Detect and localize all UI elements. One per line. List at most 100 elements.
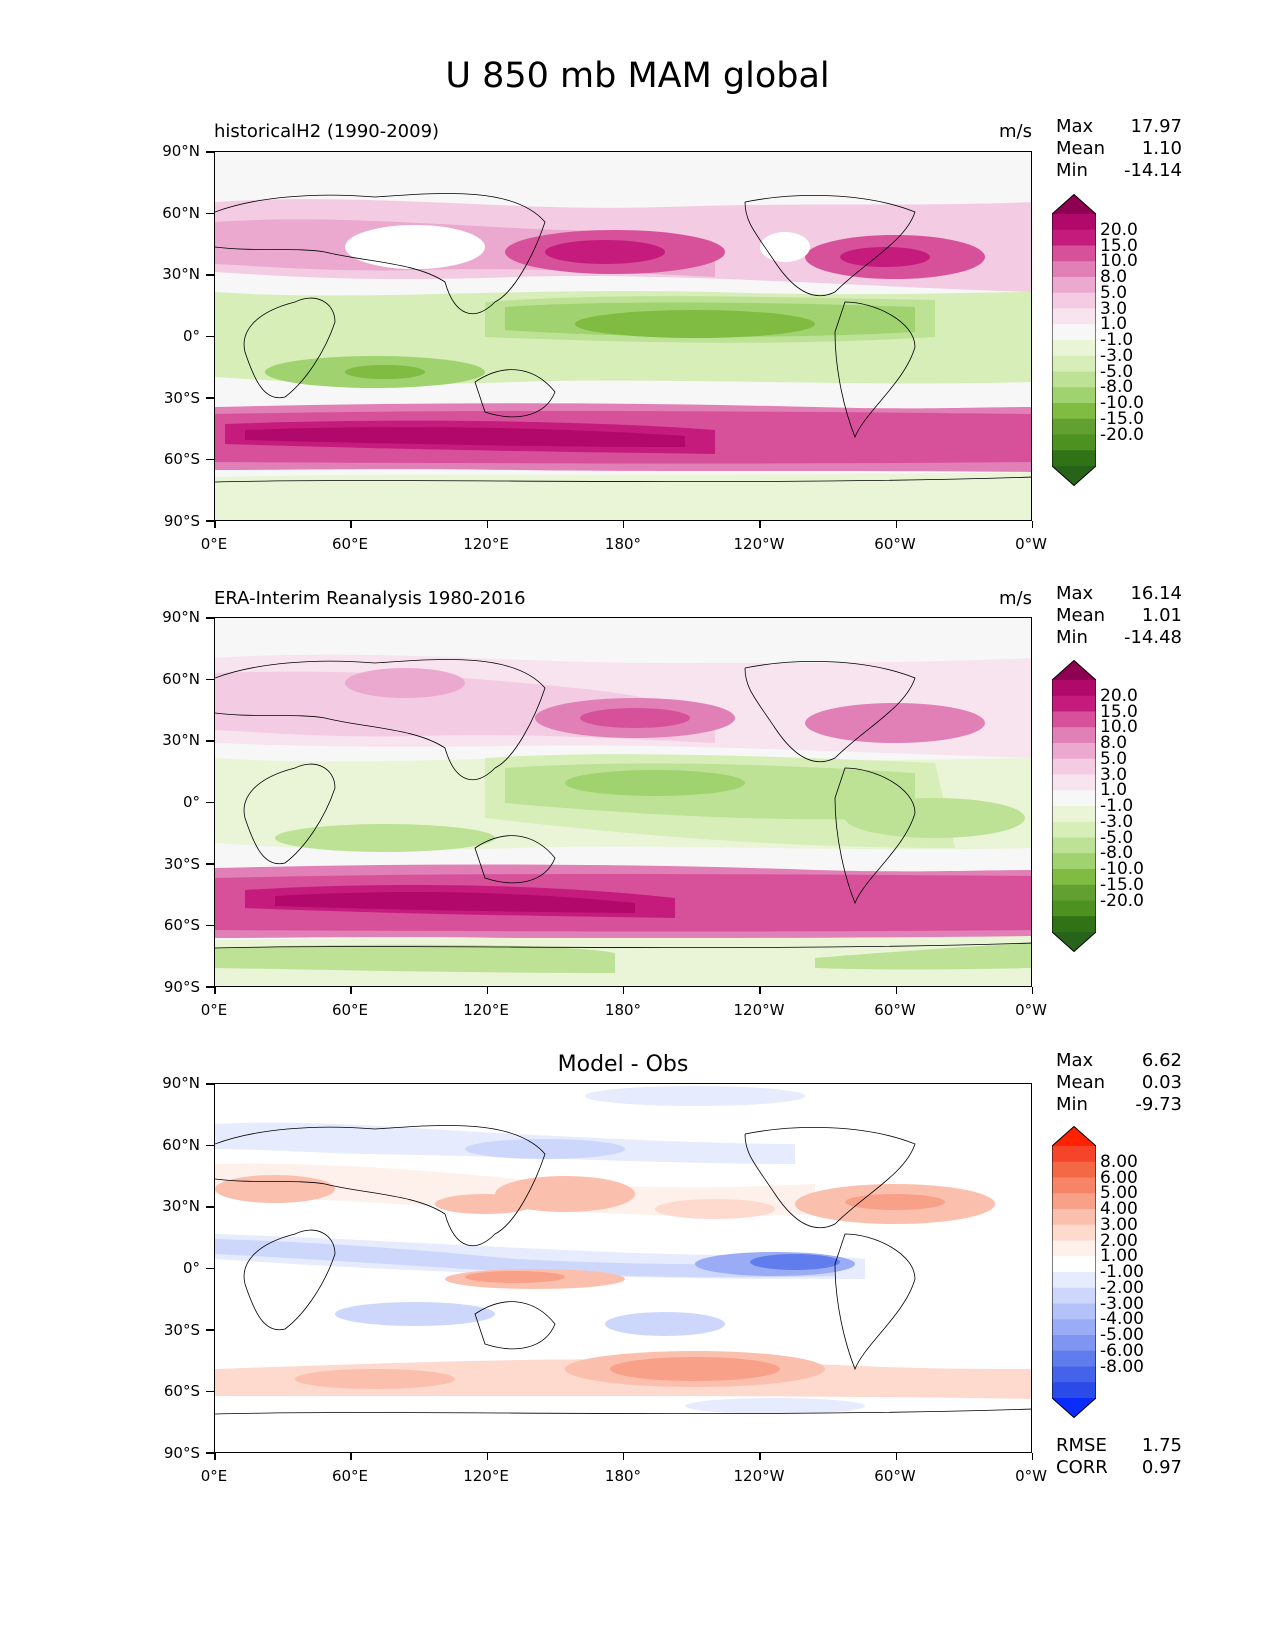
x-tick-label: 0°E [200,1467,228,1485]
x-tick-label: 0°E [200,535,228,553]
x-tick-mark [622,987,625,994]
colorbar-tick-label: -10.0 [1100,393,1144,413]
colorbar-swatch [1052,711,1096,728]
y-tick-mark [206,863,214,865]
y-tick-label: 60°N [162,670,200,688]
x-tick-label: 180° [604,535,642,553]
y-tick-label: 30°S [163,1321,200,1339]
stat-label: Min [1056,1094,1088,1115]
x-tick-mark [350,987,352,994]
colorbar-swatch [1052,1335,1096,1352]
colorbar-tick-label: 5.0 [1100,748,1128,769]
y-tick-label: 60°N [162,1136,200,1154]
colorbar-tick-label: -1.0 [1100,330,1134,350]
y-tick-label: 0° [182,327,200,345]
colorbar-swatch [1052,869,1096,886]
colorbar-extend-top [1052,1126,1096,1146]
x-tick-mark [895,987,897,994]
colorbar-swatch [1052,324,1096,341]
colorbar-swatch [1052,774,1096,791]
colorbar-tick-label: -3.0 [1100,811,1134,832]
stat-value: 1.10 [1141,138,1182,159]
colorbar-swatch [1052,1287,1096,1304]
x-tick-label: 180° [604,1467,642,1485]
stat-label: Min [1056,160,1088,181]
x-tick-label: 0°W [1015,535,1047,553]
stat-label: Mean [1056,138,1106,159]
x-tick-label: 120°E [463,1467,509,1485]
colorbar-tick-label: -1.0 [1100,796,1134,816]
x-tick-label: 60°W [874,535,916,553]
colorbar-outline [1052,1126,1096,1418]
x-tick-label: 60°W [874,1467,916,1485]
colorbar-swatch [1052,229,1096,246]
y-tick-label: 90°N [162,142,200,160]
colorbar-swatch [1052,1161,1096,1178]
colorbar-swatch [1052,680,1096,697]
y-tick-mark [206,1206,214,1208]
colorbar-tick-label: 6.00 [1100,1167,1138,1188]
y-tick-mark [206,212,214,214]
x-tick-mark [486,1453,489,1460]
x-tick-mark [214,521,216,528]
x-tick-mark [350,521,352,528]
colorbar-swatch [1052,355,1096,372]
colorbar [1052,194,1096,486]
x-tick-label: 120°W [733,1001,785,1019]
colorbar-swatch [1052,1272,1096,1289]
colorbar-tick-label: 20.0 [1100,219,1138,240]
y-tick-mark [206,1144,214,1146]
panel-title: Model - Obs [557,1052,689,1077]
colorbar-swatch [1052,1177,1096,1194]
x-tick-label: 180° [604,1001,642,1019]
colorbar-swatch [1052,387,1096,404]
panel-observations: ERA-Interim Reanalysis 1980-2016 m/s [0,0,1275,1019]
x-tick-mark [895,1453,897,1460]
colorbar-swatch [1052,1256,1096,1273]
colorbar-tick-label: 3.00 [1100,1214,1138,1235]
x-tick-mark [622,1453,625,1460]
colorbar-swatch [1052,1382,1096,1399]
y-tick-label: 90°S [163,978,200,996]
colorbar-swatch [1052,418,1096,435]
y-tick-label: 30°N [162,1197,200,1215]
colorbar [1052,660,1096,952]
colorbar-swatch [1052,837,1096,854]
stat-value: -14.14 [1123,160,1182,181]
colorbar-swatch [1052,371,1096,388]
colorbar-outline [1052,194,1096,486]
y-tick-label: 60°S [163,450,200,468]
stat-label: Mean [1056,1072,1106,1093]
x-tick-mark [759,521,761,528]
colorbar-tick-label: -10.0 [1100,859,1144,879]
colorbar-tick-label: -2.00 [1100,1277,1144,1298]
x-tick-label: 60°W [874,1001,916,1019]
colorbar-tick-label: -15.0 [1100,408,1144,429]
rmse-corr-box: RMSE 1.75 CORR 0.97 [1056,1435,1182,1479]
y-tick-mark [206,740,214,742]
y-tick-mark [206,1452,214,1454]
x-tick-mark [622,521,625,528]
y-tick-label: 30°S [163,855,200,873]
y-tick-mark [206,274,214,276]
y-tick-mark [206,801,214,803]
x-tick-mark [759,1453,761,1460]
colorbar-tick-label: 1.0 [1100,780,1128,801]
x-tick-mark [350,1453,352,1460]
colorbar-tick-label: -8.0 [1100,377,1134,398]
colorbar-tick-label: 8.0 [1100,267,1128,287]
y-tick-label: 60°N [162,204,200,222]
stat-value: 0.03 [1141,1072,1182,1093]
colorbar-swatch [1052,853,1096,870]
colorbar-swatch [1052,340,1096,357]
y-tick-mark [206,1329,214,1331]
colorbar-swatch [1052,1303,1096,1320]
y-tick-mark [206,924,214,926]
y-tick-mark [206,458,214,460]
colorbar-swatch [1052,884,1096,901]
panel-model: historicalH2 (1990-2009) m/s [0,0,1275,553]
x-tick-mark [214,987,216,994]
colorbar-swatch [1052,261,1096,278]
colorbar-tick-label: 2.00 [1100,1230,1138,1251]
colorbar-swatch [1052,308,1096,325]
